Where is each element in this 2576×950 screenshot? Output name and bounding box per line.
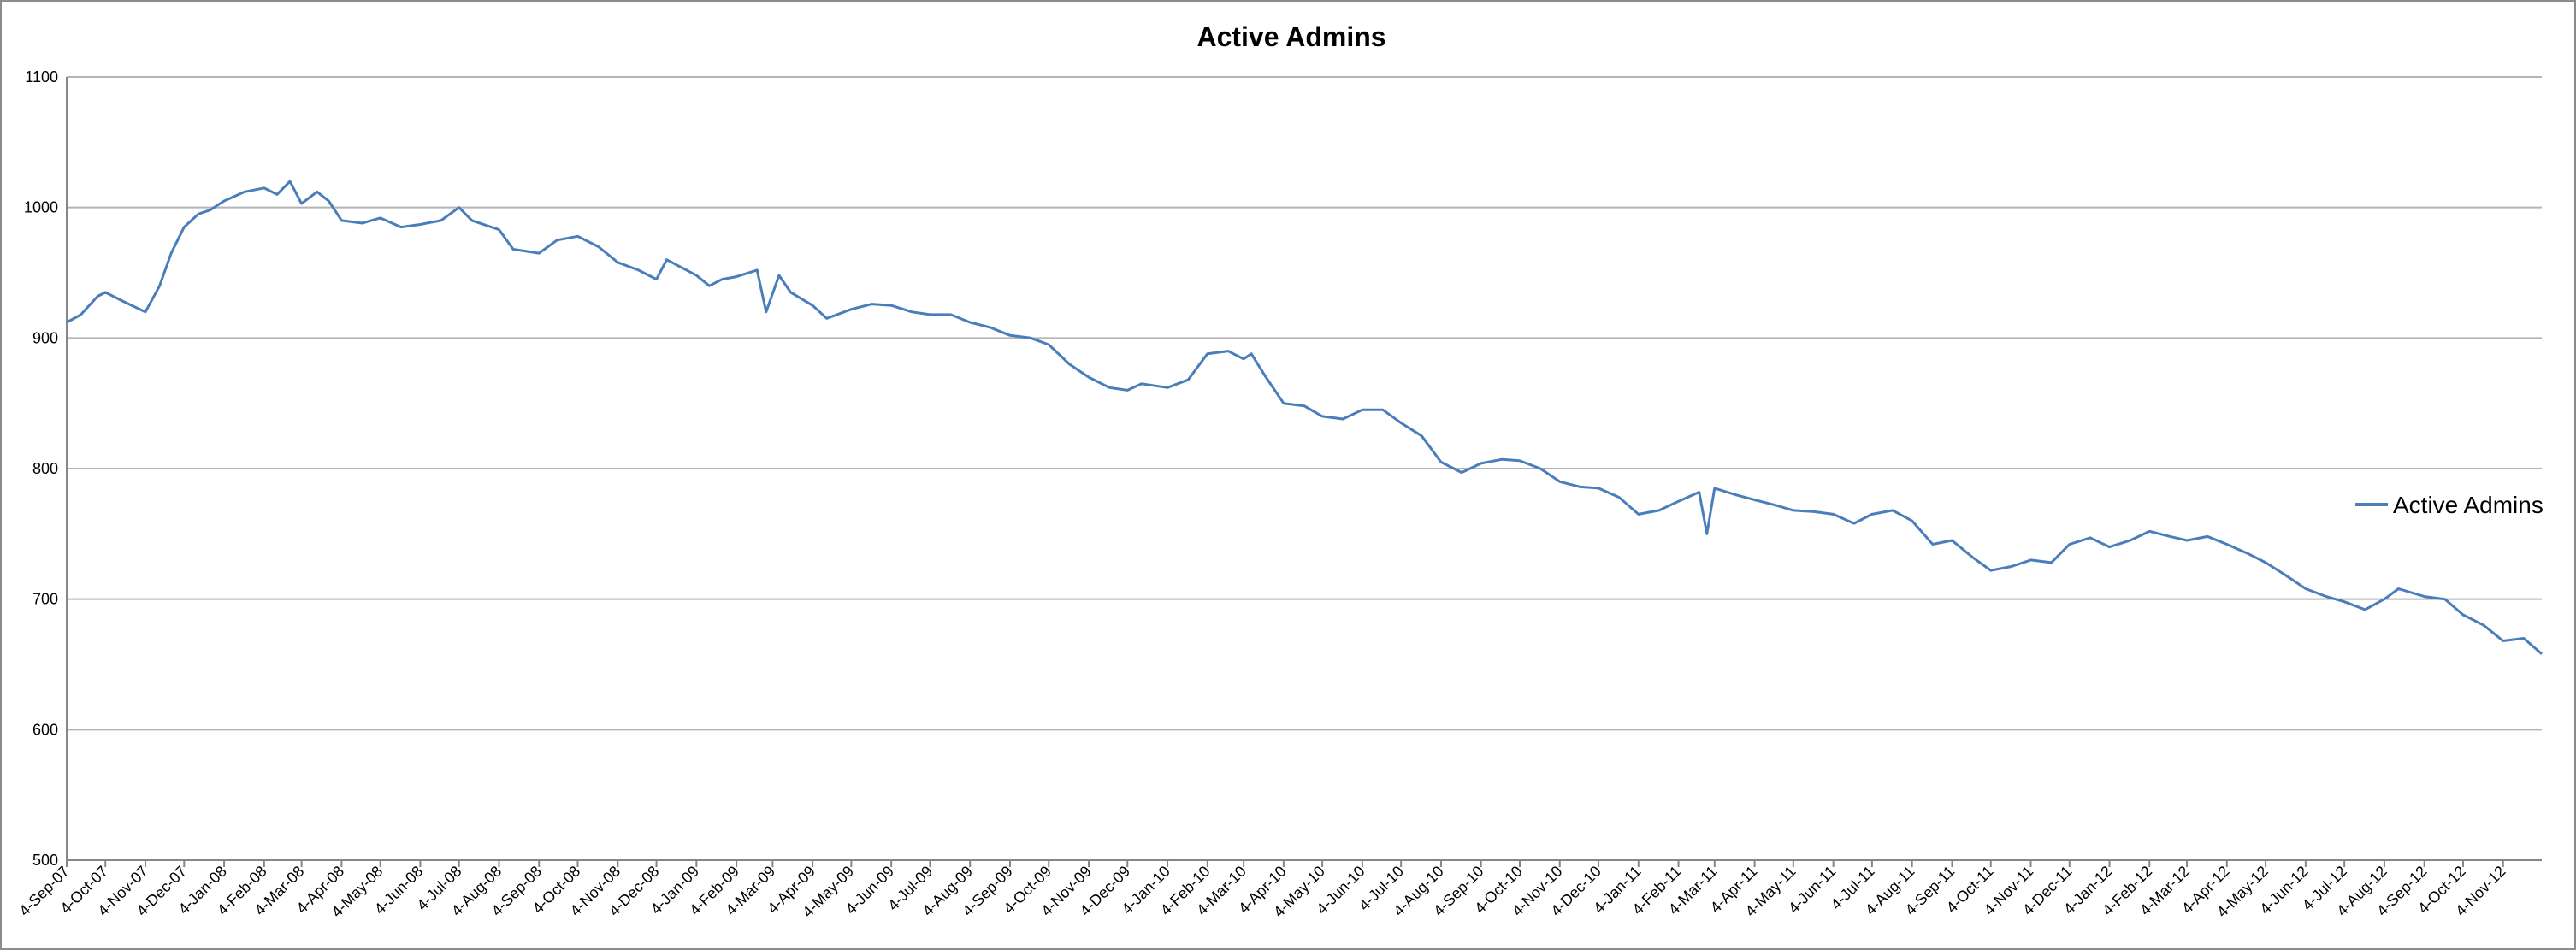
y-axis-ticks: 500 600 700 800 900 1000 1100 — [24, 68, 58, 869]
legend: Active Admins — [2355, 492, 2544, 518]
gridlines — [66, 76, 2542, 861]
x-axis-ticks: 4-Sep-074-Oct-074-Nov-074-Dec-074-Jan-08… — [15, 860, 2509, 921]
legend-label: Active Admins — [2393, 492, 2544, 518]
y-tick-label: 600 — [32, 721, 58, 738]
series-lines — [66, 180, 2543, 655]
y-tick-label: 1100 — [25, 68, 58, 86]
y-tick-label: 900 — [32, 329, 58, 346]
series-line — [66, 180, 2543, 655]
y-tick-label: 800 — [32, 460, 58, 477]
chart-title: Active Admins — [1196, 21, 1385, 52]
y-tick-label: 700 — [32, 591, 58, 608]
y-tick-label: 1000 — [24, 199, 58, 216]
y-tick-label: 500 — [32, 852, 58, 869]
